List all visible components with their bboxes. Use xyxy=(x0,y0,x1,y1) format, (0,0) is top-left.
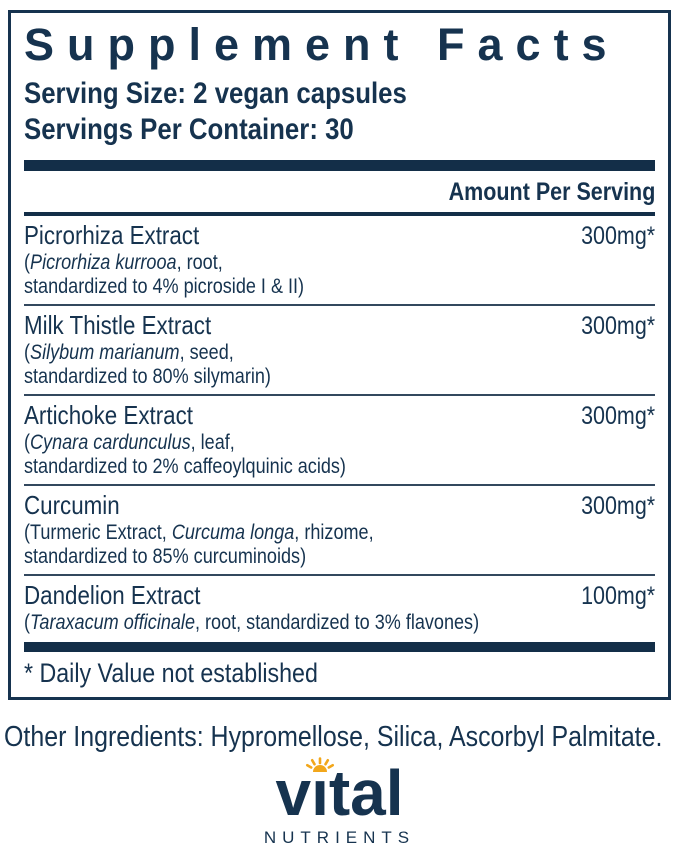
header-divider xyxy=(24,212,655,217)
servings-per-container-line: Servings Per Container: 30 xyxy=(24,112,655,148)
ingredient-rows: Picrorhiza Extract 300mg* (Picrorhiza kurr… xyxy=(24,216,655,642)
thick-divider-bottom xyxy=(24,642,655,653)
logo-letter-i: ı xyxy=(305,757,334,828)
serving-size-text: Serving Size: 2 vegan capsules xyxy=(24,77,407,111)
ingredient-name: Artichoke Extract xyxy=(24,400,194,431)
ingredient-amount: 100mg* xyxy=(580,582,655,611)
logo-letter: v xyxy=(275,757,312,829)
ingredient-row-head: Dandelion Extract 100mg* xyxy=(24,580,655,611)
sun-icon xyxy=(305,757,334,772)
ingredient-row-head: Picrorhiza Extract 300mg* xyxy=(24,220,655,251)
ingredient-name: Picrorhiza Extract xyxy=(24,220,200,251)
logo-letter: t xyxy=(328,757,351,829)
ingredient-description-line: (Picrorhiza kurrooa, root, xyxy=(24,251,223,275)
ingredient-row: Picrorhiza Extract 300mg* (Picrorhiza kurr… xyxy=(24,216,655,307)
servings-per-container-text: Servings Per Container: 30 xyxy=(24,113,354,147)
ingredient-description-line: standardized to 80% silymarin) xyxy=(24,365,271,389)
ingredient-description-line: (Silybum marianum, seed, xyxy=(24,341,234,365)
ingredient-row-head: Artichoke Extract 300mg* xyxy=(24,400,655,431)
daily-value-footnote: * Daily Value not established xyxy=(24,658,318,689)
ingredient-description-line: standardized to 4% picroside I & II) xyxy=(24,275,305,299)
ingredient-row: Curcumin 300mg* (Turmeric Extract, Curcuma… xyxy=(24,486,655,577)
other-ingredients-text: Other Ingredients: Hypromellose, Silica,… xyxy=(4,721,663,753)
ingredient-description-line: standardized to 85% curcuminoids) xyxy=(24,545,307,569)
logo-letter: a xyxy=(350,757,386,829)
ingredient-name: Dandelion Extract xyxy=(24,580,201,611)
ingredient-amount: 300mg* xyxy=(580,222,655,251)
ingredient-row: Milk Thistle Extract 300mg* (Silybum maria… xyxy=(24,306,655,397)
amount-header-row: Amount Per Serving xyxy=(24,171,655,212)
ingredient-amount: 300mg* xyxy=(580,402,655,431)
ingredient-amount: 300mg* xyxy=(580,312,655,341)
ingredient-row-head: Curcumin 300mg* xyxy=(24,490,655,521)
panel-title: Supplement Facts xyxy=(24,19,620,70)
serving-size-line: Serving Size: 2 vegan capsules xyxy=(24,76,655,112)
brand-logo-subtext: NUTRIENTS xyxy=(263,828,416,845)
ingredient-description-line: (Cynara cardunculus, leaf, xyxy=(24,431,235,455)
other-ingredients-line: Other Ingredients: Hypromellose, Silica,… xyxy=(4,720,679,754)
ingredient-description-line: (Turmeric Extract, Curcuma longa, rhizom… xyxy=(24,521,374,545)
ingredient-name: Curcumin xyxy=(24,490,120,521)
footnote-row: * Daily Value not established xyxy=(24,652,655,695)
ingredient-description-line: standardized to 2% caffeoylquinic acids) xyxy=(24,455,346,479)
ingredient-description-line: (Taraxacum officinale, root, standardize… xyxy=(24,611,480,635)
amount-per-serving-header: Amount Per Serving xyxy=(448,178,655,207)
ingredient-row: Artichoke Extract 300mg* (Cynara carduncul… xyxy=(24,396,655,487)
ingredient-name: Milk Thistle Extract xyxy=(24,310,212,341)
ingredient-row: Dandelion Extract 100mg* (Taraxacum offici… xyxy=(24,576,655,642)
ingredient-amount: 300mg* xyxy=(580,492,655,521)
thick-divider-top xyxy=(24,160,655,172)
supplement-facts-panel: Supplement Facts Serving Size: 2 vegan c… xyxy=(8,10,671,700)
logo-letter: l xyxy=(385,757,404,829)
ingredient-row-head: Milk Thistle Extract 300mg* xyxy=(24,310,655,341)
